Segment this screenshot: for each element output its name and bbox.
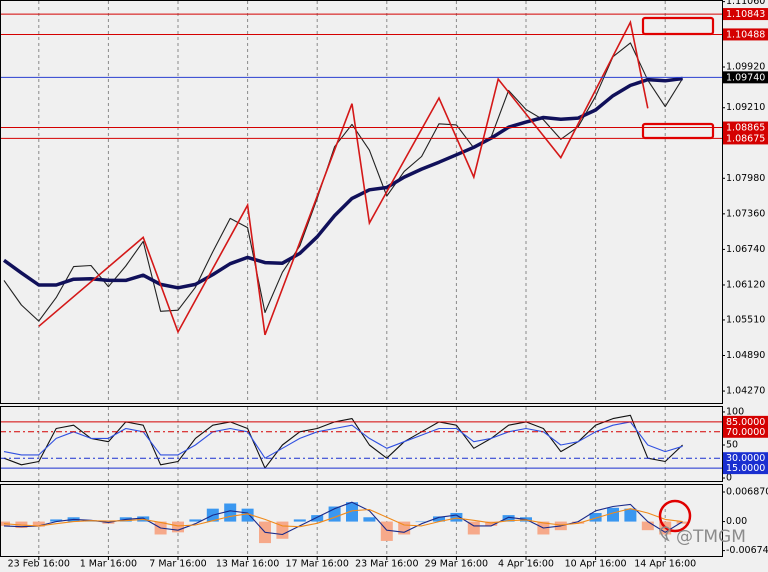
x-tick-label: 10 Apr 16:00 — [565, 559, 627, 570]
y-tick-label: 1.06740 — [726, 244, 765, 255]
y-tick-label: 1.06120 — [726, 279, 765, 290]
watermark-icon — [659, 526, 672, 542]
level-label-box — [723, 121, 768, 134]
y-tick-label: 1.11060 — [726, 0, 765, 7]
x-tick-label: 1 Mar 16:00 — [80, 559, 137, 570]
level-label-box — [723, 452, 768, 465]
level-label: 70.0000 — [726, 427, 765, 438]
x-tick-label: 4 Apr 16:00 — [498, 559, 554, 570]
x-tick-label: 17 Mar 16:00 — [285, 559, 348, 570]
histogram-bar — [607, 507, 619, 522]
macd-panel-frame — [0, 484, 723, 557]
series-line — [2, 76, 683, 290]
histogram-bar — [433, 516, 445, 522]
histogram-bar — [624, 508, 637, 522]
level-label-box — [723, 415, 768, 428]
histogram-bar — [346, 502, 358, 522]
y-tick-label: 1.04270 — [726, 386, 765, 397]
annotation-circle — [658, 499, 692, 533]
level-label-box — [723, 425, 768, 438]
level-label: 15.0000 — [726, 463, 765, 474]
price-panel-frame — [0, 0, 723, 404]
histogram-bar — [311, 515, 324, 522]
y-tick-label: 0.0068709 — [726, 487, 768, 498]
y-tick-label: 1.09210 — [726, 102, 765, 113]
x-tick-label: 13 Mar 16:00 — [216, 559, 279, 570]
y-tick-label: 100 — [726, 406, 744, 417]
x-tick-label: 7 Mar 16:00 — [149, 559, 206, 570]
histogram-bar — [415, 521, 428, 523]
histogram-bar — [641, 521, 654, 531]
histogram-bar — [50, 519, 63, 522]
series-line — [3, 421, 683, 459]
x-tick-label: 29 Mar 16:00 — [425, 559, 488, 570]
watermark-logo — [659, 526, 672, 542]
histogram-bar — [589, 512, 602, 522]
watermark: @TMGM — [676, 527, 746, 547]
level-label: 1.09740 — [726, 72, 765, 83]
level-label-box — [723, 28, 768, 41]
histogram-bar — [572, 521, 585, 524]
y-tick-label: 0 — [726, 473, 732, 484]
y-tick-label: 0.00 — [726, 516, 747, 527]
level-label: 1.08675 — [726, 133, 765, 144]
annotation-box — [641, 122, 715, 140]
level-label-box — [723, 132, 768, 145]
level-label: 1.10488 — [726, 29, 765, 40]
y-tick-label: 1.04890 — [726, 350, 765, 361]
histogram-bar — [363, 517, 376, 522]
y-tick-label: 1.05510 — [726, 314, 765, 325]
zigzag-line — [38, 19, 649, 336]
histogram-bar — [450, 512, 463, 522]
x-tick-label: 14 Apr 16:00 — [634, 559, 696, 570]
histogram-bar — [502, 515, 515, 522]
level-label: 30.0000 — [726, 453, 765, 464]
histogram-bar — [189, 519, 202, 522]
histogram-bar — [172, 521, 184, 533]
level-label-box — [723, 8, 768, 21]
histogram-bar — [241, 508, 254, 522]
x-tick-label: 23 Mar 16:00 — [355, 559, 418, 570]
histogram-bar — [32, 521, 45, 527]
level-label: 85.0000 — [726, 417, 765, 428]
histogram-bar — [676, 521, 689, 524]
level-label: 1.10843 — [726, 9, 765, 20]
histogram-bar — [467, 521, 480, 535]
level-label-box — [723, 462, 768, 475]
y-tick-label: 1.07980 — [726, 173, 765, 184]
histogram-bar — [224, 503, 237, 522]
annotation-box — [641, 16, 715, 36]
y-tick-label: 1.07360 — [726, 208, 765, 219]
y-tick-label: 1.09920 — [726, 62, 765, 73]
y-tick-label: 50 — [726, 439, 738, 450]
x-tick-label: 23 Feb 16:00 — [8, 559, 70, 570]
y-tick-label: -0.0067446 — [726, 545, 768, 556]
series-line — [3, 42, 684, 322]
level-label: 1.08865 — [726, 123, 765, 134]
oscillator-panel-frame — [0, 406, 723, 482]
histogram-bar — [293, 519, 306, 522]
series-line — [3, 508, 683, 528]
level-label-box — [723, 71, 768, 84]
histogram-bar — [485, 521, 498, 526]
